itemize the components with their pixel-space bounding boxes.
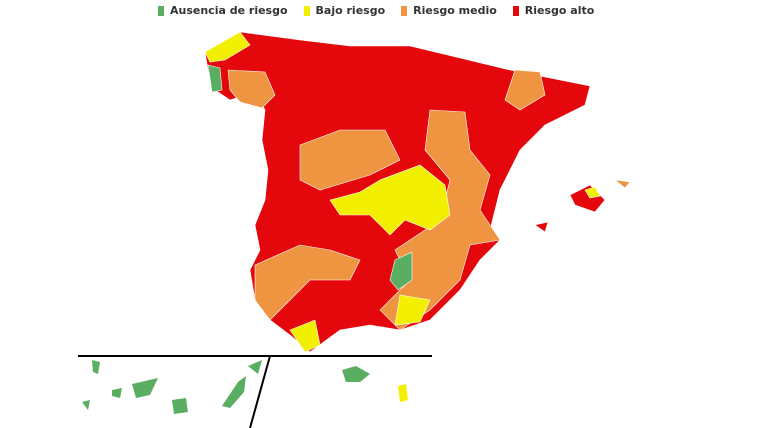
- legend-item-low: Bajo riesgo: [303, 4, 386, 17]
- region-low: [394, 294, 431, 326]
- legend-label: Bajo riesgo: [315, 4, 386, 17]
- balearic-islands: [584, 186, 601, 199]
- legend-item-medium: Riesgo medio: [401, 4, 497, 17]
- legend-swatch: [158, 5, 164, 16]
- island-low: [398, 384, 408, 402]
- map-legend: Ausencia de riesgo Bajo riesgo Riesgo me…: [158, 4, 594, 17]
- canary-islands: [82, 360, 262, 414]
- legend-swatch: [512, 5, 519, 16]
- region-medium: [254, 244, 361, 321]
- legend-item-none: Ausencia de riesgo: [158, 4, 288, 17]
- legend-label: Riesgo alto: [524, 4, 595, 17]
- legend-label: Ausencia de riesgo: [170, 4, 288, 17]
- balearic-islands: [613, 179, 631, 189]
- region-none: [389, 251, 413, 291]
- region-none: [207, 64, 223, 93]
- region-medium: [299, 129, 401, 191]
- ceuta-melilla-region: [342, 366, 370, 382]
- balearic-islands: [534, 221, 549, 233]
- region-medium: [504, 69, 546, 111]
- region-low: [204, 31, 251, 63]
- region-low: [329, 164, 451, 236]
- region-medium: [227, 69, 276, 109]
- legend-item-high: Riesgo alto: [512, 4, 595, 17]
- region-low: [289, 319, 321, 353]
- legend-label: Riesgo medio: [413, 4, 497, 17]
- legend-swatch: [401, 5, 408, 16]
- legend-swatch: [303, 5, 310, 16]
- inset-divider: [249, 355, 271, 428]
